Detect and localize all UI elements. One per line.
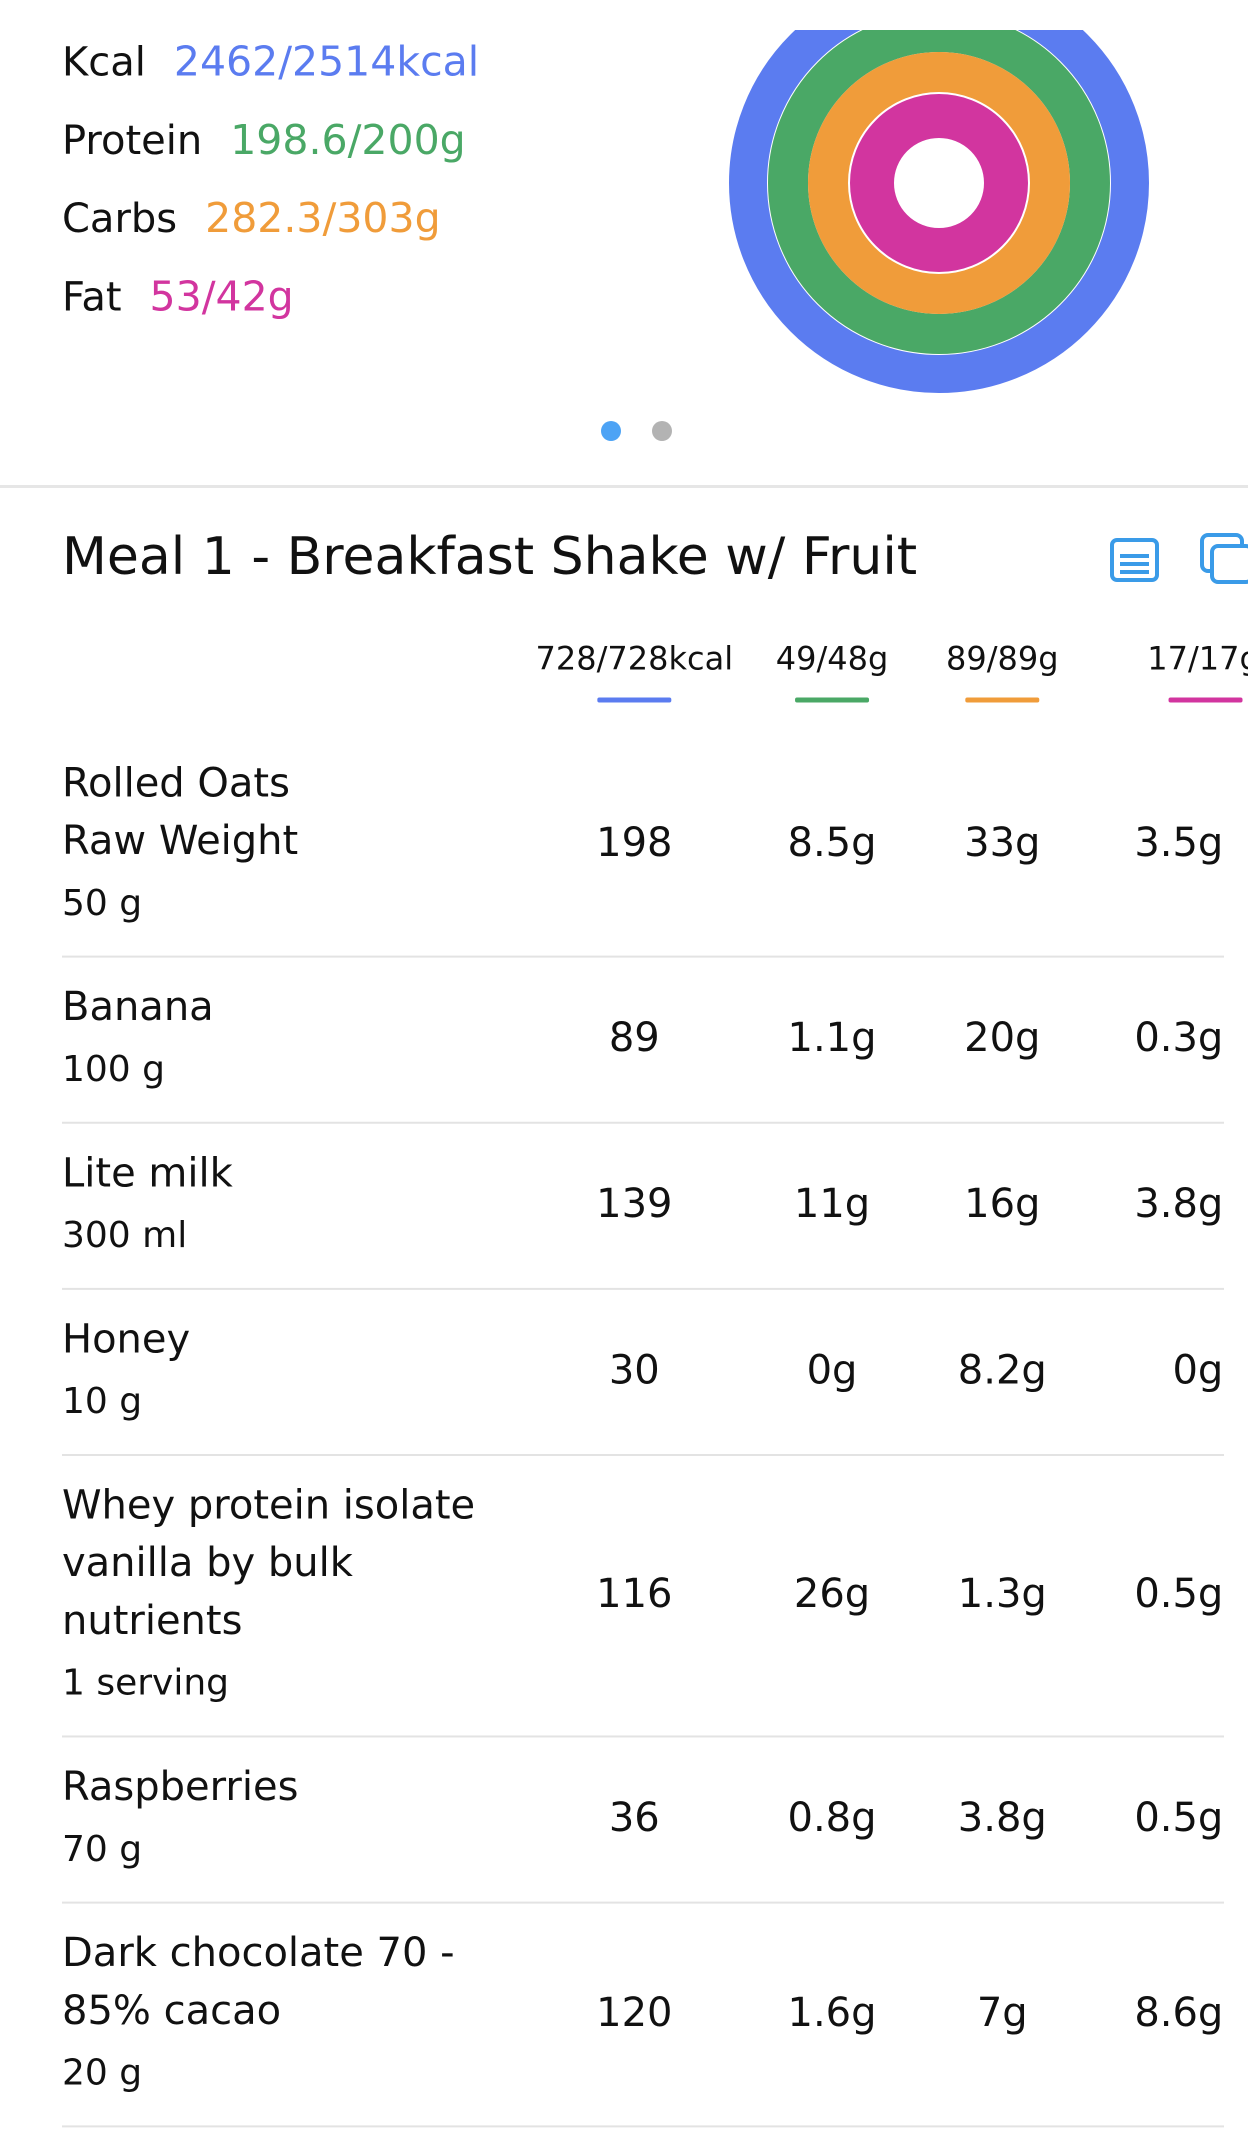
food-protein: 0g: [807, 1347, 858, 1393]
row-divider: [62, 1121, 1224, 1124]
macro-value: 282.3/303g: [205, 194, 440, 242]
food-name: nutrients: [62, 1598, 242, 1644]
fat-ring: [850, 94, 1028, 272]
food-amount: 20 g: [62, 2053, 142, 2094]
food-kcal: 30: [609, 1347, 660, 1393]
food-amount: 1 serving: [62, 1663, 229, 1704]
food-name: Honey: [62, 1316, 190, 1362]
carbs-ring: [808, 52, 1070, 314]
column-total: 49/48g: [776, 639, 889, 677]
row-divider: [62, 1901, 1224, 1904]
food-kcal: 198: [596, 820, 672, 866]
macro-label: Protein: [62, 118, 202, 164]
row-divider: [62, 1454, 1224, 1457]
food-amount: 50 g: [62, 883, 142, 924]
column-underline: [1168, 697, 1243, 703]
food-carbs: 16g: [964, 1181, 1040, 1227]
food-kcal: 36: [609, 1795, 660, 1841]
macro-label: Fat: [62, 274, 122, 320]
column-underline: [965, 697, 1040, 703]
food-carbs: 3.8g: [958, 1795, 1047, 1841]
food-amount: 300 ml: [62, 1215, 187, 1256]
page-dot[interactable]: [652, 421, 672, 441]
food-amount: 10 g: [62, 1381, 142, 1422]
food-protein: 1.1g: [788, 1015, 877, 1061]
food-carbs: 20g: [964, 1015, 1040, 1061]
macro-rings: [729, 30, 1149, 393]
protein-ring: [768, 30, 1110, 354]
food-protein: 26g: [794, 1571, 870, 1617]
food-amount: 70 g: [62, 1829, 142, 1870]
food-carbs: 1.3g: [958, 1571, 1047, 1617]
food-name: Banana: [62, 984, 214, 1030]
food-fat: 0.5g: [1134, 1795, 1223, 1841]
meal-title: Meal 1 - Breakfast Shake w/ Fruit: [62, 527, 917, 587]
food-fat: 3.8g: [1134, 1181, 1223, 1227]
food-carbs: 8.2g: [958, 1347, 1047, 1393]
column-total: 89/89g: [946, 639, 1059, 677]
food-kcal: 116: [596, 1571, 672, 1617]
food-fat: 0.5g: [1134, 1571, 1223, 1617]
divider: [0, 485, 1248, 488]
column-underline: [795, 697, 870, 703]
food-name: Raw Weight: [62, 818, 298, 864]
food-kcal: 139: [596, 1181, 672, 1227]
food-protein: 1.6g: [788, 1990, 877, 2036]
column-total: 17/17g: [1147, 639, 1248, 677]
macro-label: Kcal: [62, 40, 146, 86]
notes-icon[interactable]: [1110, 538, 1159, 582]
macro-value: 53/42g: [150, 272, 294, 320]
food-protein: 0.8g: [788, 1795, 877, 1841]
row-divider: [62, 1287, 1224, 1290]
food-name: Dark chocolate 70 -: [62, 1930, 455, 1976]
row-divider: [62, 1735, 1224, 1738]
food-name: Raspberries: [62, 1764, 298, 1810]
food-carbs: 7g: [977, 1990, 1028, 2036]
row-divider: [62, 2125, 1224, 2128]
food-protein: 8.5g: [788, 820, 877, 866]
page-dot-active[interactable]: [601, 421, 621, 441]
food-name: 85% cacao: [62, 1988, 281, 2034]
kcal-ring: [729, 30, 1149, 393]
food-fat: 3.5g: [1134, 820, 1223, 866]
macro-value: 2462/2514kcal: [174, 38, 479, 86]
food-name: Whey protein isolate: [62, 1483, 475, 1529]
food-protein: 11g: [794, 1181, 870, 1227]
food-amount: 100 g: [62, 1049, 165, 1090]
row-divider: [62, 955, 1224, 958]
food-name: Lite milk: [62, 1150, 234, 1196]
food-fat: 0g: [1172, 1347, 1223, 1393]
food-name: vanilla by bulk: [62, 1540, 354, 1586]
macro-label: Carbs: [62, 196, 177, 242]
copy-icon[interactable]: [1200, 533, 1248, 584]
food-kcal: 120: [596, 1990, 672, 2036]
food-fat: 0.3g: [1134, 1015, 1223, 1061]
food-name: Rolled Oats: [62, 760, 290, 806]
column-total: 728/728kcal: [536, 639, 734, 677]
food-carbs: 33g: [964, 820, 1040, 866]
food-kcal: 89: [609, 1015, 660, 1061]
food-fat: 8.6g: [1134, 1990, 1223, 2036]
macro-value: 198.6/200g: [230, 116, 465, 164]
column-underline: [597, 697, 672, 703]
